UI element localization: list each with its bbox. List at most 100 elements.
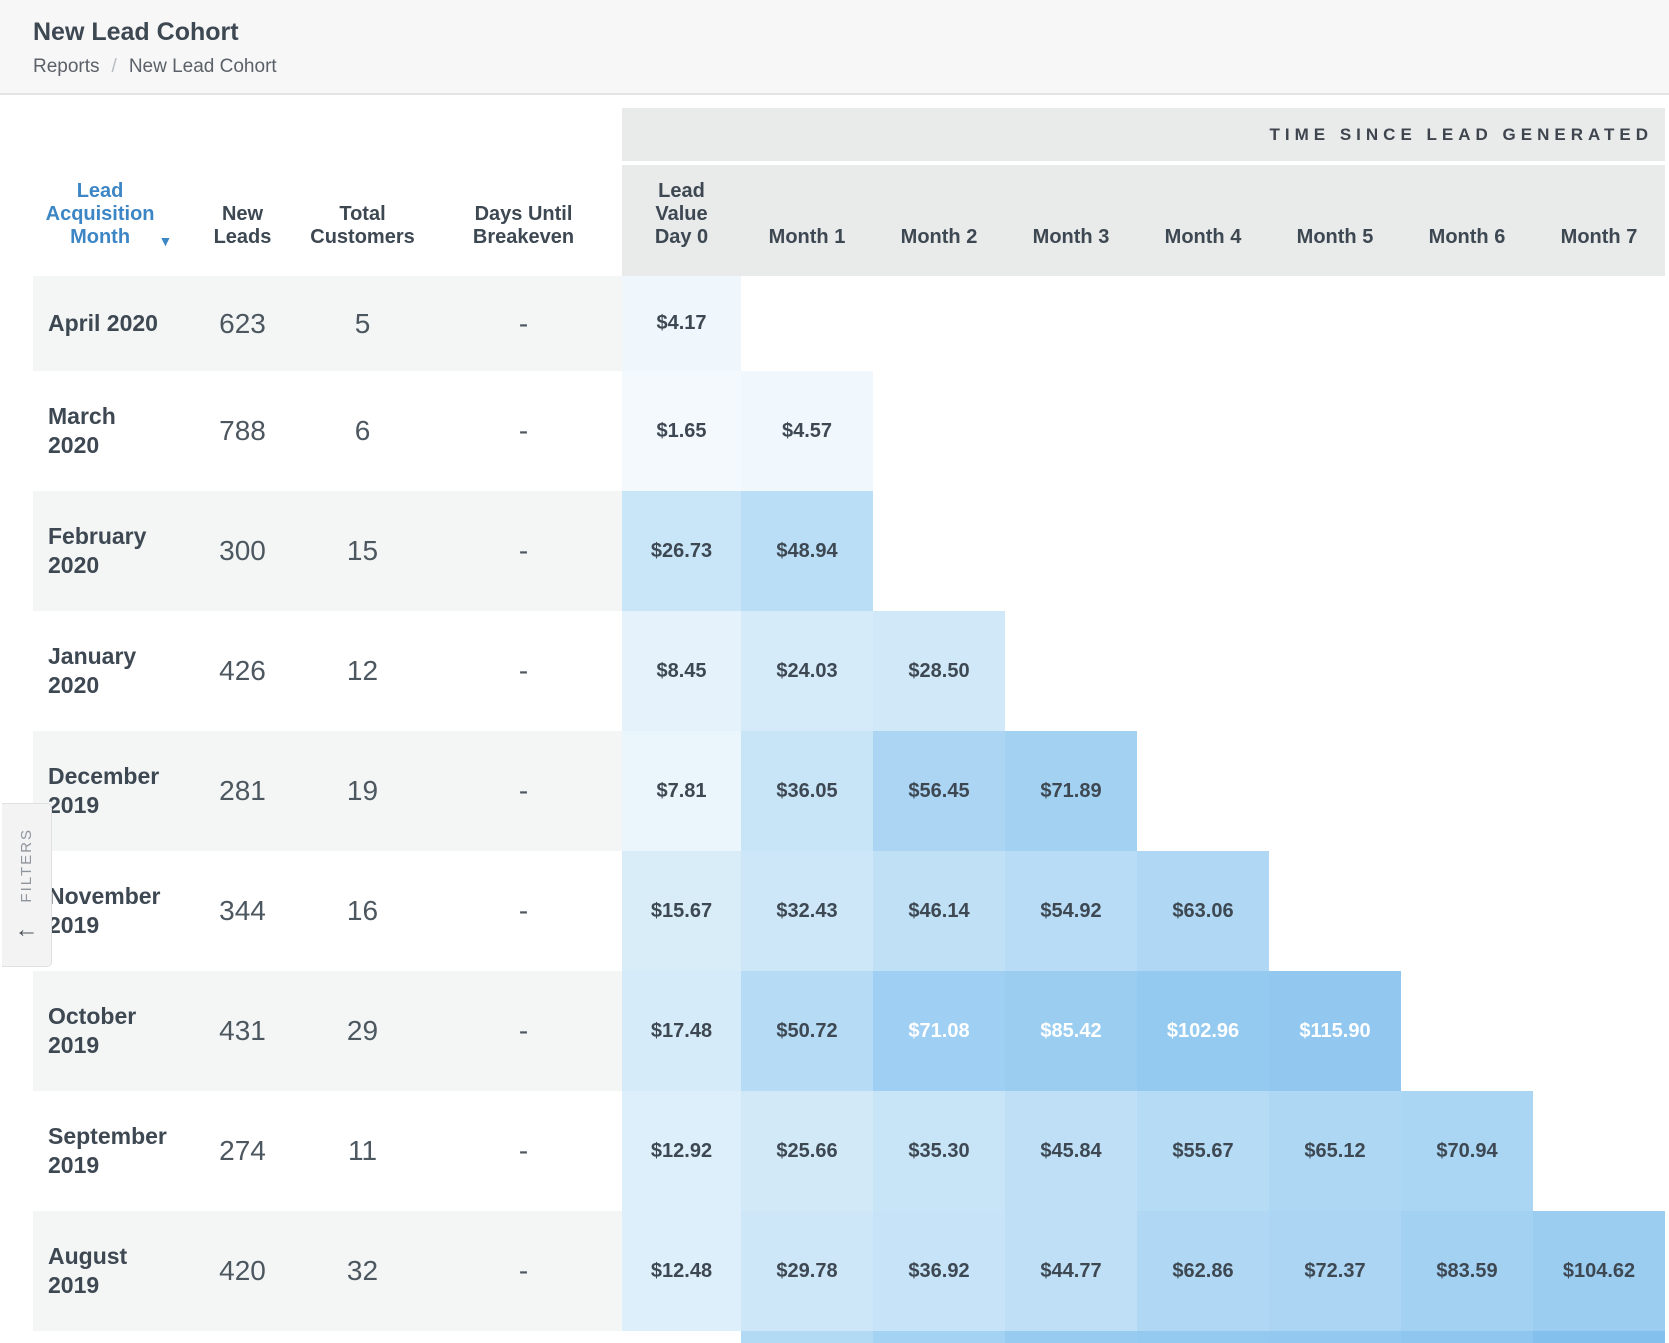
row-left-margin bbox=[0, 1331, 33, 1343]
heatmap-cell: $29.78 bbox=[741, 1211, 873, 1331]
heatmap-cell: $8.45 bbox=[622, 611, 741, 731]
heatmap-cell bbox=[1533, 1331, 1665, 1343]
column-header-heat-1: Month 1 bbox=[741, 165, 873, 276]
header-left-spacer bbox=[0, 165, 33, 276]
row-total-customers-value: 32 bbox=[300, 1211, 425, 1331]
heatmap-cell: $50.72 bbox=[741, 971, 873, 1091]
row-month-label: August 2019 bbox=[33, 1211, 185, 1331]
time-since-lead-generated-band: TIME SINCE LEAD GENERATED bbox=[0, 108, 1669, 161]
row-total-customers-value: 15 bbox=[300, 491, 425, 611]
row-days-until-breakeven-value: - bbox=[425, 1091, 622, 1211]
table-row: April 20206235-$4.17 bbox=[0, 276, 1669, 371]
heatmap-cell bbox=[1401, 371, 1533, 491]
heatmap-cell: $65.12 bbox=[1269, 1091, 1401, 1211]
heatmap-cell: $12.92 bbox=[622, 1091, 741, 1211]
heatmap-cell bbox=[1137, 276, 1269, 371]
heatmap-cell bbox=[1005, 1331, 1137, 1343]
row-total-customers-value: 12 bbox=[300, 611, 425, 731]
table-row: February 202030015-$26.73$48.94 bbox=[0, 491, 1669, 611]
row-total-customers-value: 5 bbox=[300, 276, 425, 371]
column-header-lead-acquisition-month[interactable]: Lead Acquisition Month ▼ bbox=[33, 165, 185, 276]
filters-tab[interactable]: FILTERS ← bbox=[2, 803, 52, 967]
heatmap-cell: $72.37 bbox=[1269, 1211, 1401, 1331]
table-row: October 201943129-$17.48$50.72$71.08$85.… bbox=[0, 971, 1669, 1091]
heatmap-cell bbox=[1269, 1331, 1401, 1343]
heatmap-cell: $28.50 bbox=[873, 611, 1005, 731]
heatmap-cell: $56.45 bbox=[873, 731, 1005, 851]
table-header-row: Lead Acquisition Month ▼New LeadsTotal C… bbox=[0, 165, 1669, 276]
breadcrumb-reports-link[interactable]: Reports bbox=[33, 56, 100, 78]
table-row: December 201928119-$7.81$36.05$56.45$71.… bbox=[0, 731, 1669, 851]
column-header-days-until-breakeven[interactable]: Days Until Breakeven bbox=[425, 165, 622, 276]
column-header-heat-4: Month 4 bbox=[1137, 165, 1269, 276]
heatmap-cell: $70.94 bbox=[1401, 1091, 1533, 1211]
heatmap-cell bbox=[1269, 611, 1401, 731]
heatmap-cell bbox=[1401, 971, 1533, 1091]
column-header-new-leads[interactable]: New Leads bbox=[185, 165, 300, 276]
heatmap-cell bbox=[1533, 971, 1665, 1091]
row-month-label: September 2019 bbox=[33, 1091, 185, 1211]
heatmap-cell bbox=[1005, 491, 1137, 611]
heatmap-cell bbox=[1401, 851, 1533, 971]
column-header-heat-6: Month 6 bbox=[1401, 165, 1533, 276]
heatmap-cell: $36.05 bbox=[741, 731, 873, 851]
row-left-margin bbox=[0, 371, 33, 491]
row-left-margin bbox=[0, 276, 33, 371]
heatmap-cell: $4.17 bbox=[622, 276, 741, 371]
row-new-leads-value: 788 bbox=[185, 371, 300, 491]
heatmap-cell bbox=[873, 491, 1005, 611]
row-new-leads-value: 426 bbox=[185, 611, 300, 731]
heatmap-cell bbox=[1269, 276, 1401, 371]
heatmap-cell: $45.84 bbox=[1005, 1091, 1137, 1211]
row-new-leads-value: 431 bbox=[185, 971, 300, 1091]
column-header-heat-0: Lead Value Day 0 bbox=[622, 165, 741, 276]
heatmap-cell bbox=[873, 1331, 1005, 1343]
heatmap-cell: $115.90 bbox=[1269, 971, 1401, 1091]
cohort-report-screen: New Lead Cohort Reports / New Lead Cohor… bbox=[0, 0, 1669, 1343]
heatmap-cell: $25.66 bbox=[741, 1091, 873, 1211]
heatmap-cell: $71.08 bbox=[873, 971, 1005, 1091]
table-row: January 202042612-$8.45$24.03$28.50 bbox=[0, 611, 1669, 731]
row-days-until-breakeven-value bbox=[425, 1331, 622, 1343]
table-row: September 201927411-$12.92$25.66$35.30$4… bbox=[0, 1091, 1669, 1211]
row-left-margin bbox=[0, 1211, 33, 1331]
heatmap-cell: $12.48 bbox=[622, 1211, 741, 1331]
group-header-label: TIME SINCE LEAD GENERATED bbox=[1270, 125, 1653, 145]
heatmap-cell bbox=[1269, 851, 1401, 971]
heatmap-cell bbox=[1137, 371, 1269, 491]
heatmap-cell: $32.43 bbox=[741, 851, 873, 971]
row-total-customers-value: 29 bbox=[300, 971, 425, 1091]
row-total-customers-value: 19 bbox=[300, 731, 425, 851]
column-header-total-customers[interactable]: Total Customers bbox=[300, 165, 425, 276]
heatmap-cell: $24.03 bbox=[741, 611, 873, 731]
row-month-label: October 2019 bbox=[33, 971, 185, 1091]
row-days-until-breakeven-value: - bbox=[425, 491, 622, 611]
heatmap-cell bbox=[1401, 731, 1533, 851]
row-days-until-breakeven-value: - bbox=[425, 731, 622, 851]
heatmap-cell bbox=[741, 276, 873, 371]
heatmap-cell: $55.67 bbox=[1137, 1091, 1269, 1211]
row-left-margin bbox=[0, 611, 33, 731]
heatmap-cell: $62.86 bbox=[1137, 1211, 1269, 1331]
heatmap-cell: $44.77 bbox=[1005, 1211, 1137, 1331]
heatmap-cell bbox=[1005, 276, 1137, 371]
heatmap-cell bbox=[873, 276, 1005, 371]
heatmap-cell bbox=[1137, 491, 1269, 611]
breadcrumb-separator: / bbox=[112, 56, 117, 78]
heatmap-cell bbox=[1137, 731, 1269, 851]
heatmap-cell: $15.67 bbox=[622, 851, 741, 971]
heatmap-cell: $1.65 bbox=[622, 371, 741, 491]
column-header-heat-2: Month 2 bbox=[873, 165, 1005, 276]
row-new-leads-value: 623 bbox=[185, 276, 300, 371]
column-header-heat-5: Month 5 bbox=[1269, 165, 1401, 276]
heatmap-cell bbox=[1533, 611, 1665, 731]
row-total-customers-value bbox=[300, 1331, 425, 1343]
heatmap-cell bbox=[1005, 371, 1137, 491]
table-row: August 201942032-$12.48$29.78$36.92$44.7… bbox=[0, 1211, 1669, 1331]
row-new-leads-value bbox=[185, 1331, 300, 1343]
heatmap-cell: $63.06 bbox=[1137, 851, 1269, 971]
sort-descending-icon: ▼ bbox=[159, 233, 173, 249]
row-days-until-breakeven-value: - bbox=[425, 851, 622, 971]
heatmap-cell: $104.62 bbox=[1533, 1211, 1665, 1331]
row-left-margin bbox=[0, 491, 33, 611]
